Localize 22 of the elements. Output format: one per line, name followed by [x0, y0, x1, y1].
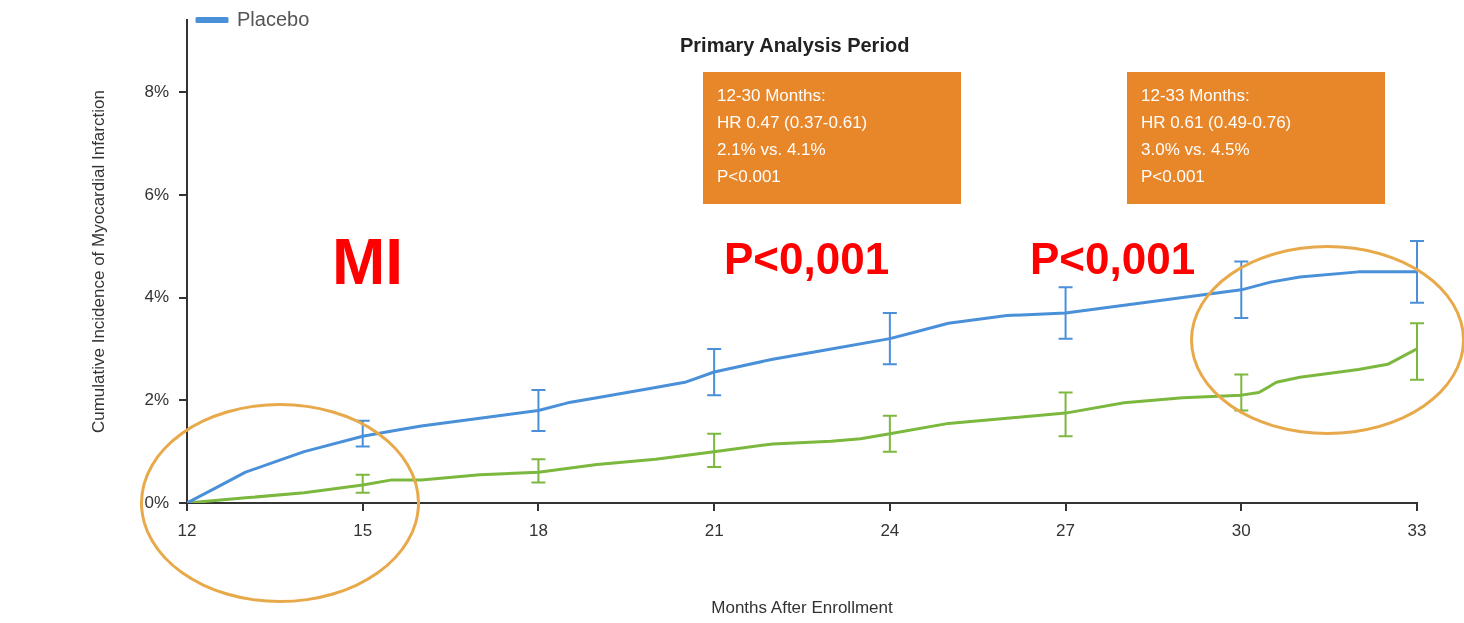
x-tick-label: 24 [880, 520, 900, 540]
x-tick-label: 27 [1056, 520, 1076, 540]
x-tick-label: 18 [528, 520, 548, 540]
y-tick-label: 8% [144, 81, 169, 101]
annotation: Primary Analysis Period [680, 34, 910, 57]
y-tick-label: 6% [144, 184, 169, 204]
x-axis-title: Months After Enrollment [711, 598, 893, 618]
y-tick-label: 4% [144, 287, 169, 307]
x-tick-label: 33 [1407, 520, 1427, 540]
callout-box: 12-30 Months: HR 0.47 (0.37-0.61) 2.1% vs. 4.1% P<0.001 [703, 72, 961, 204]
x-tick-label: 30 [1231, 520, 1251, 540]
annotation: MI [332, 225, 404, 299]
annotation: P<0,001 [724, 234, 890, 284]
x-tick-label: 21 [704, 520, 724, 540]
annotation: P<0,001 [1030, 234, 1196, 284]
x-tick-label: 12 [177, 520, 197, 540]
y-tick-label: 2% [144, 389, 169, 409]
y-tick-label: 0% [144, 492, 169, 512]
x-tick-label: 15 [353, 520, 373, 540]
legend-label: Placebo [237, 7, 310, 30]
y-axis-title: Cumulative Incidence of Myocardial Infarction [88, 90, 108, 434]
callout-box: 12-33 Months: HR 0.61 (0.49-0.76) 3.0% vs. 4.5% P<0.001 [1127, 72, 1385, 204]
